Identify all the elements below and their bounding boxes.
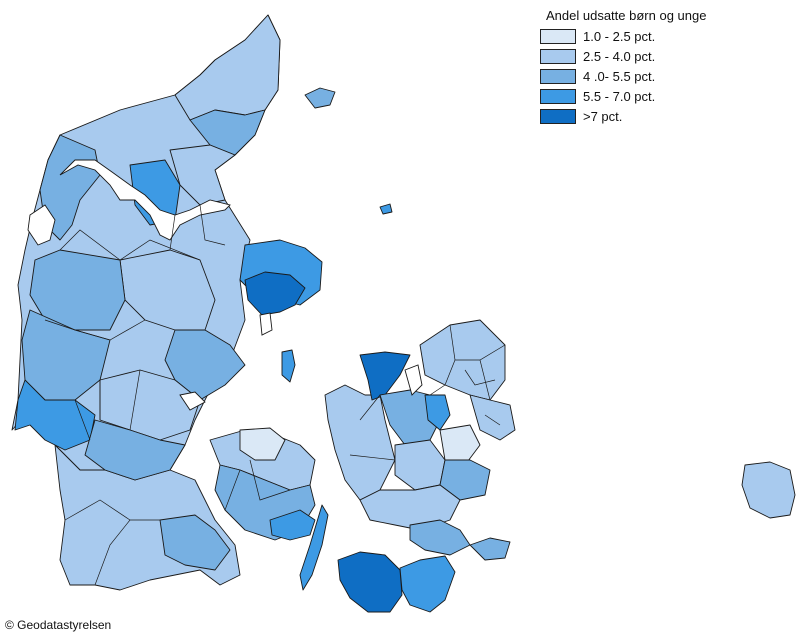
region-vejle: [99, 369, 201, 441]
region-svendborg: [269, 509, 316, 541]
region-aarhus: [244, 271, 306, 316]
internal-border: [444, 324, 506, 401]
legend-label: 5.5 - 7.0 pct.: [583, 88, 656, 104]
legend-title: Andel udsatte børn og unge: [546, 8, 707, 23]
region-aalborg: [169, 144, 236, 206]
legend-item: 1.0 - 2.5 pct.: [540, 26, 790, 46]
internal-border: [349, 384, 446, 461]
region-naestved: [359, 484, 461, 531]
region-vordingborg: [409, 519, 471, 556]
legend-swatch: [540, 88, 576, 104]
internal-border: [224, 459, 291, 511]
region-koge: [439, 424, 481, 466]
legend-item: >7 pct.: [540, 106, 790, 126]
legend-label: 2.5 - 4.0 pct.: [583, 48, 656, 64]
region-anholt: [379, 203, 393, 215]
region-guldborgsund: [399, 555, 456, 613]
limfjord-water: [59, 159, 231, 241]
limfjord-water-west: [27, 204, 56, 246]
region-hjorring: [174, 14, 281, 121]
internal-border: [64, 499, 160, 586]
region-kolding: [84, 419, 186, 481]
internal-border: [464, 369, 501, 426]
region-zealand-west: [324, 384, 396, 501]
legend-swatch: [540, 28, 576, 44]
region-funen-odense: [239, 427, 286, 461]
internal-border: [74, 369, 141, 441]
region-samso: [281, 349, 296, 383]
region-sonderborg: [159, 514, 231, 571]
legend-swatch: [540, 68, 576, 84]
internal-border: [169, 204, 226, 251]
region-horsens: [164, 329, 246, 401]
fjord-water: [259, 312, 273, 336]
legend-label: 4 .0- 5.5 pct.: [583, 68, 656, 84]
region-laeso: [304, 87, 336, 109]
region-langeland: [299, 504, 329, 591]
legend-label: 1.0 - 2.5 pct.: [583, 28, 656, 44]
region-ringsted: [394, 439, 446, 491]
legend-swatch: [540, 108, 576, 124]
legend-label: >7 pct.: [583, 108, 623, 124]
region-lolland: [337, 551, 403, 613]
legend-item: 2.5 - 4.0 pct.: [540, 46, 790, 66]
region-esbjerg: [14, 379, 96, 451]
copyright-credit: © Geodatastyrelsen: [5, 618, 112, 632]
legend-item: 4 .0- 5.5 pct.: [540, 66, 790, 86]
isefjord-water: [404, 364, 423, 396]
region-mon: [469, 537, 511, 561]
internal-border: [59, 229, 201, 261]
internal-border: [44, 319, 146, 341]
fjord-water-2: [179, 391, 206, 411]
region-roskilde: [424, 394, 451, 431]
map-legend: Andel udsatte børn og unge 1.0 - 2.5 pct…: [540, 8, 790, 126]
legend-item: 5.5 - 7.0 pct.: [540, 86, 790, 106]
region-odsherred: [359, 351, 411, 401]
region-copenhagen: [469, 394, 516, 441]
legend-swatch: [540, 48, 576, 64]
region-bornholm: [741, 461, 796, 519]
